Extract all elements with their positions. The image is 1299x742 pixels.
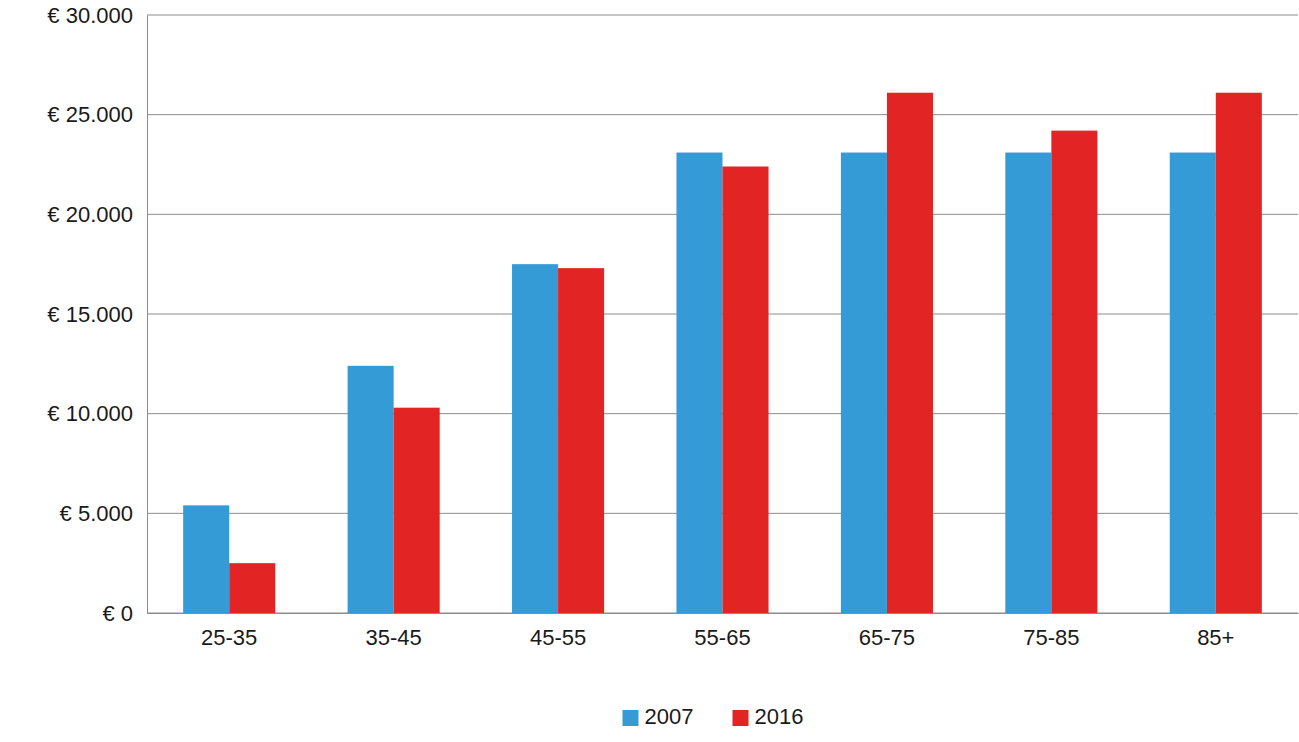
- y-axis-line: [147, 16, 148, 614]
- x-tick: 85+: [1197, 613, 1234, 650]
- x-tick: 55-65: [694, 613, 750, 650]
- y-tick: € 25.000: [47, 102, 147, 127]
- bar: [676, 153, 722, 613]
- grid: [147, 15, 1298, 613]
- y-axis: € 0 € 5.000 € 10.000 € 15.000 € 20.000 € 25.0…: [47, 3, 147, 626]
- legend-swatch: [623, 710, 639, 726]
- x-axis-line: [148, 613, 1299, 614]
- x-tick: 75-85: [1023, 613, 1079, 650]
- y-tick-label: € 0: [102, 601, 133, 626]
- y-tick-label: € 15.000: [47, 302, 133, 327]
- x-tick-label: 65-75: [859, 625, 915, 650]
- bar: [183, 505, 229, 613]
- bars: [183, 93, 1262, 613]
- grid-line: [147, 15, 1298, 16]
- x-tick: 65-75: [859, 613, 915, 650]
- bar: [1051, 131, 1097, 613]
- x-axis: 25-35 35-45 45-55 55-65 65-75 75-85 85+: [148, 613, 1299, 650]
- y-tick: € 0: [102, 601, 147, 626]
- series: [229, 93, 1262, 613]
- y-tick-label: € 5.000: [60, 501, 133, 526]
- bar: [348, 366, 394, 613]
- bar: [1170, 153, 1216, 613]
- bar: [1216, 93, 1262, 613]
- x-tick-label: 85+: [1197, 625, 1234, 650]
- x-tick-label: 45-55: [530, 625, 586, 650]
- chart: € 0 € 5.000 € 10.000 € 15.000 € 20.000 € 25.0…: [0, 0, 1299, 742]
- bar: [723, 166, 769, 613]
- x-tick-label: 55-65: [694, 625, 750, 650]
- legend: 2007 2016: [623, 704, 804, 729]
- y-tick-label: € 20.000: [47, 202, 133, 227]
- y-tick-label: € 25.000: [47, 102, 133, 127]
- legend-item: 2016: [733, 704, 804, 729]
- legend-swatch: [733, 710, 749, 726]
- x-tick-label: 25-35: [201, 625, 257, 650]
- y-tick: € 10.000: [47, 401, 147, 426]
- y-tick: € 15.000: [47, 302, 147, 327]
- bar: [887, 93, 933, 613]
- x-tick: 25-35: [201, 613, 257, 650]
- plot: € 0 € 5.000 € 10.000 € 15.000 € 20.000 € 25.0…: [47, 3, 1298, 650]
- y-tick: € 5.000: [60, 501, 147, 526]
- y-tick: € 20.000: [47, 202, 147, 227]
- x-tick-label: 35-45: [366, 625, 422, 650]
- x-tick: 35-45: [366, 613, 422, 650]
- legend-item: 2007: [623, 704, 694, 729]
- x-tick-label: 75-85: [1023, 625, 1079, 650]
- bar: [229, 563, 275, 613]
- bar: [558, 268, 604, 613]
- bar: [512, 264, 558, 613]
- x-tick: 45-55: [530, 613, 586, 650]
- y-tick-label: € 10.000: [47, 401, 133, 426]
- legend-label: 2007: [645, 704, 694, 729]
- legend-label: 2016: [755, 704, 804, 729]
- bar: [841, 153, 887, 613]
- bar: [1005, 153, 1051, 613]
- bar: [394, 408, 440, 613]
- y-tick-label: € 30.000: [47, 3, 133, 28]
- grid-line: [147, 114, 1298, 115]
- y-tick: € 30.000: [47, 3, 147, 28]
